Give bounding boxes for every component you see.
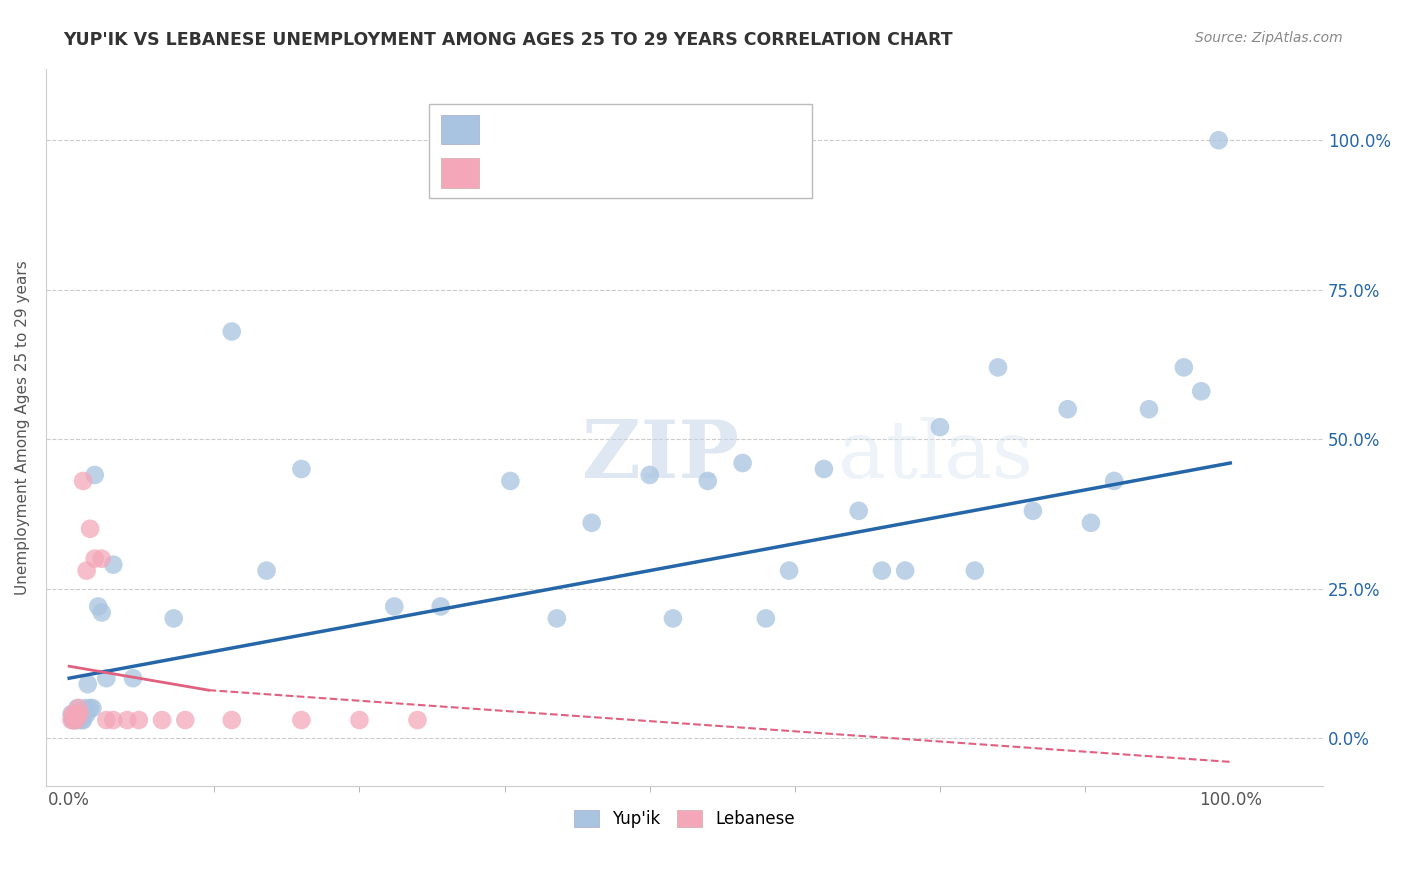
Point [429,599,451,614]
Point [76,564,98,578]
Point [929,420,952,434]
Point [117,713,139,727]
Point [83,467,105,482]
Text: Source: ZipAtlas.com: Source: ZipAtlas.com [1195,31,1343,45]
Point [63,713,86,727]
Point [75,701,97,715]
Point [73,707,96,722]
Point [87,599,110,614]
Point [662,611,685,625]
Point [103,558,125,572]
Point [72,474,94,488]
Point [63,707,86,722]
Point [69,707,91,722]
Point [1022,504,1045,518]
Point [731,456,754,470]
Point [69,707,91,722]
Point [870,564,893,578]
Point [696,474,718,488]
Point [638,467,661,482]
Point [60,707,83,722]
Legend: Yup'ik, Lebanese: Yup'ik, Lebanese [567,804,801,835]
Point [221,713,243,727]
Point [122,671,145,685]
Point [1208,133,1230,147]
Point [894,564,917,578]
Point [90,551,112,566]
Point [848,504,870,518]
Point [82,701,104,715]
Point [221,325,243,339]
Point [778,564,800,578]
Point [1189,384,1212,399]
Text: ZIP: ZIP [582,417,740,495]
Point [62,713,84,727]
Point [79,522,101,536]
Point [70,713,93,727]
Point [406,713,429,727]
Point [60,713,83,727]
Point [963,564,986,578]
Point [150,713,173,727]
Point [1102,474,1125,488]
Point [290,462,312,476]
Point [66,701,89,715]
Point [83,551,105,566]
Point [72,713,94,727]
Point [96,671,118,685]
Point [63,713,86,727]
Point [67,701,90,715]
Point [581,516,603,530]
Point [76,707,98,722]
Point [256,564,278,578]
Point [128,713,150,727]
Point [1056,402,1078,417]
Point [163,611,186,625]
Text: atlas: atlas [838,417,1033,495]
Point [103,713,125,727]
Point [63,713,86,727]
Point [382,599,405,614]
Point [813,462,835,476]
Point [349,713,371,727]
Point [65,713,87,727]
Point [499,474,522,488]
Y-axis label: Unemployment Among Ages 25 to 29 years: Unemployment Among Ages 25 to 29 years [15,260,30,595]
Point [546,611,568,625]
Text: YUP'IK VS LEBANESE UNEMPLOYMENT AMONG AGES 25 TO 29 YEARS CORRELATION CHART: YUP'IK VS LEBANESE UNEMPLOYMENT AMONG AG… [63,31,953,49]
Point [67,713,90,727]
Point [987,360,1010,375]
Point [1080,516,1102,530]
Point [174,713,197,727]
Point [79,701,101,715]
Point [755,611,778,625]
Point [66,707,89,722]
Point [1173,360,1195,375]
Point [76,677,98,691]
Point [65,707,87,722]
Point [62,707,84,722]
Point [290,713,312,727]
Point [96,713,118,727]
Point [69,707,91,722]
Point [90,606,112,620]
Point [1137,402,1160,417]
